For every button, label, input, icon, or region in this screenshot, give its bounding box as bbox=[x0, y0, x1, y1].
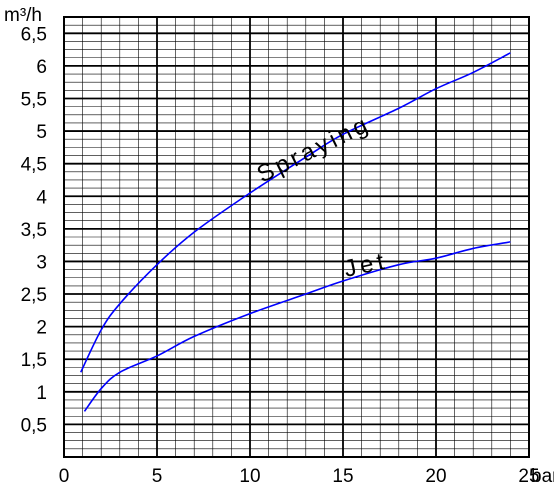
x-tick-label: 0 bbox=[59, 466, 70, 487]
y-tick-label: 5,5 bbox=[21, 89, 47, 110]
series-label-spraying: Spraying bbox=[253, 110, 375, 188]
x-axis-unit-label: bar bbox=[531, 466, 554, 487]
y-tick-label: 5 bbox=[36, 122, 47, 143]
y-tick-label: 0,5 bbox=[21, 415, 47, 436]
x-tick-label: 5 bbox=[152, 466, 163, 487]
x-tick-label: 10 bbox=[239, 466, 260, 487]
x-tick-label: 15 bbox=[332, 466, 353, 487]
y-tick-label: 6 bbox=[36, 57, 47, 78]
plot-frame bbox=[63, 16, 530, 458]
x-tick-label: 20 bbox=[425, 466, 446, 487]
series-line-spraying bbox=[80, 52, 511, 373]
y-tick-label: 4 bbox=[36, 187, 47, 208]
y-tick-label: 6,5 bbox=[21, 24, 47, 45]
chart-grid bbox=[63, 16, 530, 458]
tick-labels: 0 5 10 15 20 25 0,5 1 1,5 2 2,5 3 3,5 4 4,5 5 5,5 6 6,5 bbox=[21, 24, 540, 487]
chart-series bbox=[80, 52, 511, 412]
series-line-jet bbox=[83, 241, 511, 412]
y-tick-label: 3,5 bbox=[21, 220, 47, 241]
x-tick-label: 25 bbox=[518, 466, 539, 487]
y-tick-label: 2,5 bbox=[21, 285, 47, 306]
y-tick-label: 2 bbox=[36, 318, 47, 339]
y-tick-label: 3 bbox=[36, 252, 47, 273]
y-axis-unit-label: m³/h bbox=[4, 5, 42, 26]
y-tick-label: 1 bbox=[36, 383, 47, 404]
y-tick-label: 1,5 bbox=[21, 350, 47, 371]
y-tick-label: 4,5 bbox=[21, 155, 47, 176]
